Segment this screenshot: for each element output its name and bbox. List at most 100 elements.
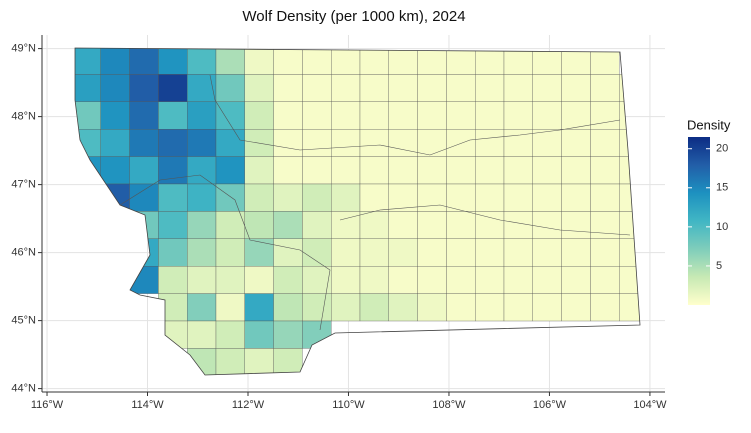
density-cell xyxy=(359,101,389,130)
density-cell xyxy=(273,101,303,130)
density-cell xyxy=(475,48,505,75)
density-cell xyxy=(331,129,361,157)
density-cell xyxy=(100,48,130,75)
density-cell xyxy=(388,156,418,185)
density-cell xyxy=(590,266,620,294)
density-cell xyxy=(158,266,188,294)
density-cell xyxy=(561,238,591,267)
density-cell xyxy=(417,48,447,75)
density-cell xyxy=(359,74,389,102)
density-cell xyxy=(215,266,245,294)
x-tick-label: 110°W xyxy=(332,399,365,411)
density-cell xyxy=(331,211,361,239)
density-cell xyxy=(215,48,245,75)
density-cell xyxy=(273,238,303,267)
density-cell xyxy=(359,293,389,322)
colorbar xyxy=(688,137,710,305)
density-cell xyxy=(475,238,505,267)
density-cell xyxy=(129,48,159,75)
density-cell xyxy=(561,293,591,322)
density-cell xyxy=(619,129,640,157)
density-cell xyxy=(417,293,447,322)
density-cell xyxy=(561,48,591,75)
density-cell xyxy=(503,74,533,102)
density-cell xyxy=(75,101,101,130)
density-cell xyxy=(187,211,217,239)
density-cell xyxy=(417,101,447,130)
density-cell xyxy=(417,183,447,212)
density-cell xyxy=(302,101,332,130)
colorbar-label: 5 xyxy=(716,260,722,272)
density-cell xyxy=(100,129,130,157)
density-cell xyxy=(561,74,591,102)
density-cell xyxy=(475,156,505,185)
density-cell xyxy=(359,238,389,267)
density-cell xyxy=(244,74,274,102)
density-cell xyxy=(244,348,274,375)
y-tick-label: 48°N xyxy=(11,111,36,123)
density-cell xyxy=(475,129,505,157)
y-tick-label: 47°N xyxy=(11,179,36,191)
density-cell xyxy=(331,183,361,212)
density-cell xyxy=(475,183,505,212)
density-cell xyxy=(475,101,505,130)
density-cell xyxy=(590,156,620,185)
density-cell xyxy=(475,74,505,102)
density-cell xyxy=(503,293,533,322)
density-cell xyxy=(331,238,361,267)
density-cell xyxy=(273,74,303,102)
density-cell xyxy=(244,156,274,185)
density-cell xyxy=(215,156,245,185)
density-cell xyxy=(446,238,476,267)
density-cell xyxy=(187,238,217,267)
density-cell xyxy=(590,74,620,102)
density-cell xyxy=(359,129,389,157)
density-cell xyxy=(417,238,447,267)
density-cell xyxy=(273,183,303,212)
density-cell xyxy=(359,48,389,75)
cell-layer xyxy=(75,48,640,375)
density-cell xyxy=(475,211,505,239)
density-cell xyxy=(158,293,188,322)
density-cell xyxy=(388,238,418,267)
density-cell xyxy=(129,156,159,185)
density-cell xyxy=(590,101,620,130)
region-border xyxy=(119,174,331,331)
density-cell xyxy=(446,156,476,185)
density-cell xyxy=(302,156,332,185)
density-cell xyxy=(302,238,332,267)
density-cell xyxy=(503,183,533,212)
density-cell xyxy=(129,101,159,130)
density-cell xyxy=(100,156,130,185)
density-cell xyxy=(244,293,274,322)
x-tick-label: 106°W xyxy=(533,399,567,411)
density-cell xyxy=(187,320,217,349)
density-cell xyxy=(417,211,447,239)
region-border xyxy=(209,74,621,156)
density-cell xyxy=(503,101,533,130)
density-cell xyxy=(561,129,591,157)
density-cell xyxy=(129,211,159,239)
density-cell xyxy=(331,101,361,130)
density-cell xyxy=(215,129,245,157)
density-cell xyxy=(590,211,620,239)
state-outline xyxy=(74,47,641,376)
density-cell xyxy=(590,293,620,322)
density-cell xyxy=(619,183,640,212)
density-cell xyxy=(388,293,418,322)
density-cell xyxy=(388,266,418,294)
x-tick-label: 108°W xyxy=(432,399,466,411)
density-cell xyxy=(129,74,159,102)
density-cell xyxy=(417,74,447,102)
density-cell xyxy=(273,48,303,75)
y-tick-label: 45°N xyxy=(11,315,36,327)
density-cell xyxy=(158,238,188,267)
legend-title: Density xyxy=(687,117,731,132)
density-cell xyxy=(187,348,217,375)
density-cell xyxy=(273,348,303,375)
density-cell xyxy=(561,183,591,212)
density-cell xyxy=(446,129,476,157)
density-cell xyxy=(532,266,562,294)
density-cell xyxy=(619,293,640,322)
density-cell xyxy=(359,156,389,185)
